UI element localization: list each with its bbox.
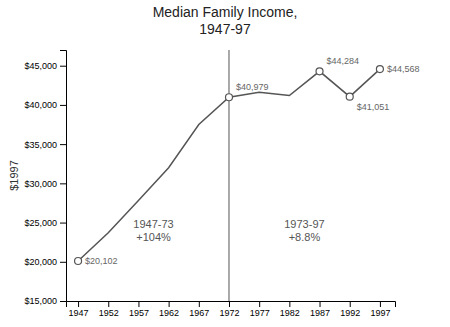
y-tick: $15,000 (24, 296, 66, 306)
y-tick-label: $20,000 (24, 257, 57, 267)
x-tick-mark (380, 301, 381, 307)
x-axis-line (67, 302, 396, 308)
annotation-marker (376, 66, 383, 73)
y-tick-mark (60, 223, 66, 224)
x-tick: 1967 (189, 301, 209, 318)
x-tick: 1972 (219, 301, 239, 318)
y-tick-label: $30,000 (24, 179, 57, 189)
title-line: 1947-97 (199, 21, 251, 37)
y-axis: $15,000 $20,000 $25,000 $30,000 $35,000 $40,0… (24, 51, 66, 307)
text-line: +8.8% (289, 231, 321, 243)
y-tick-mark (60, 105, 66, 106)
y-tick-mark (60, 183, 66, 184)
x-tick: 1952 (99, 301, 119, 318)
period-label: 1947-73+104% (133, 218, 173, 243)
y-axis-title: $1997 (8, 160, 20, 191)
annotation-label: $41,051 (357, 102, 390, 112)
x-tick-label: 1992 (340, 308, 360, 318)
y-tick: $25,000 (24, 218, 66, 228)
x-tick: 1987 (310, 301, 330, 318)
y-tick-label: $40,000 (24, 100, 57, 110)
x-tick-label: 1947 (69, 308, 89, 318)
y-tick-mark (60, 301, 66, 302)
x-tick-mark (169, 301, 170, 307)
x-tick: 1962 (159, 301, 179, 318)
annotation-label: $44,568 (387, 64, 420, 74)
plot-area (75, 50, 384, 301)
x-tick-mark (259, 301, 260, 307)
x-tick-label: 1967 (189, 308, 209, 318)
x-tick-mark (108, 301, 109, 307)
y-tick: $30,000 (24, 179, 66, 189)
x-tick-mark (320, 301, 321, 307)
annotation-marker (346, 93, 353, 100)
y-axis-line (60, 51, 67, 302)
x-tick-label: 1952 (99, 308, 119, 318)
x-tick-mark (78, 301, 79, 307)
x-tick: 1977 (250, 301, 270, 318)
period-label: 1973-97+8.8% (284, 218, 324, 243)
y-tick-label: $35,000 (24, 140, 57, 150)
data-line (78, 69, 380, 261)
x-tick: 1992 (340, 301, 360, 318)
y-tick-mark (60, 144, 66, 145)
y-tick: $45,000 (24, 61, 66, 71)
y-tick-label: $25,000 (24, 218, 57, 228)
annotation-label: $40,979 (236, 82, 269, 92)
chart: 1947 1952 1957 1962 1967 1972 1977 1982 1987 1992… (0, 0, 450, 327)
y-tick: $20,000 (24, 257, 66, 267)
text-line: +104% (136, 231, 171, 243)
x-tick: 1997 (370, 301, 390, 318)
chart-title: Median Family Income,1947-97 (153, 4, 298, 37)
x-tick-label: 1962 (159, 308, 179, 318)
y-tick-label: $45,000 (24, 61, 57, 71)
y-tick-label: $15,000 (24, 296, 57, 306)
annotation-marker (316, 68, 323, 75)
x-axis: 1947 1952 1957 1962 1967 1972 1977 1982 1987 1992… (67, 301, 396, 318)
annotation-marker (225, 94, 232, 101)
x-tick-label: 1957 (129, 308, 149, 318)
x-tick: 1982 (280, 301, 300, 318)
text-line: 1947-73 (133, 218, 173, 230)
x-tick-label: 1982 (280, 308, 300, 318)
x-tick: 1947 (69, 301, 89, 318)
x-tick-mark (138, 301, 139, 307)
y-tick: $40,000 (24, 100, 66, 110)
x-tick-mark (350, 301, 351, 307)
y-tick: $35,000 (24, 140, 66, 150)
annotation-marker (75, 257, 82, 264)
text-line: 1973-97 (284, 218, 324, 230)
annotation-label: $44,284 (327, 56, 360, 66)
y-tick-mark (60, 262, 66, 263)
y-tick-mark (60, 66, 66, 67)
x-tick-mark (229, 301, 230, 307)
reference-line (228, 50, 229, 301)
x-tick-label: 1972 (219, 308, 239, 318)
x-tick-label: 1987 (310, 308, 330, 318)
annotations: $20,102 $40,979 $44,284 $41,051 $44,568 1947-… (85, 56, 419, 266)
x-tick: 1957 (129, 301, 149, 318)
x-tick-mark (289, 301, 290, 307)
annotation-label: $20,102 (85, 256, 118, 266)
title-line: Median Family Income, (153, 4, 298, 20)
x-tick-label: 1977 (250, 308, 270, 318)
x-tick-label: 1997 (370, 308, 390, 318)
x-tick-mark (199, 301, 200, 307)
